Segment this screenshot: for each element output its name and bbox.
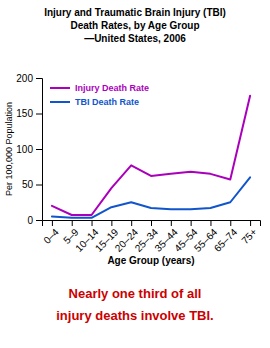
legend: Injury Death Rate TBI Death Rate [50,83,149,107]
y-tick-mark [36,185,42,186]
x-tick-mark [52,220,53,226]
x-tick-mark [171,220,172,226]
marks [52,96,250,218]
series-line [52,96,250,215]
y-tick: 100 [16,144,42,155]
y-tick-label: 150 [16,108,33,119]
y-tick: 0 [27,215,42,226]
plot: 0 50 100 150 200 0–45–910–1415–1920–2425–3435… [4,73,261,266]
x-tick-mark [230,220,231,226]
chart: Injury and Traumatic Brain Injury (TBI) D… [0,0,270,348]
title: Death Rates, by Age Group [70,20,199,31]
y-axis-line [36,79,43,221]
y-tick-label: 50 [22,179,34,190]
y-tick-label: 200 [16,73,33,84]
y-tick-mark [36,114,42,115]
x-tick-mark [151,220,152,226]
y-tick-mark [36,220,42,221]
annotation: injury deaths involve TBI. [56,308,213,323]
legend-label: Injury Death Rate [75,83,149,93]
legend-swatch [50,101,70,103]
legend-label: TBI Death Rate [75,97,139,107]
x-tick-mark [210,220,211,226]
title: Injury and Traumatic Brain Injury (TBI) [44,7,226,18]
y-tick-label: 0 [27,215,33,226]
y-tick: 150 [16,108,42,119]
y-tick-label: 100 [16,144,33,155]
y-tick: 50 [22,179,42,190]
x-axis-title: Age Group (years) [107,255,194,266]
x-tick-label: 65–74 [212,226,240,254]
legend-item: Injury Death Rate [50,83,149,93]
x-axis: 0–45–910–1415–1920–2425–3435–4445–5455–6… [41,220,260,254]
x-tick-mark [92,220,93,226]
x-tick-mark [250,220,251,226]
legend-item: TBI Death Rate [50,97,139,107]
y-axis-title: Per 100,000 Population [4,102,14,196]
x-tick-mark [111,220,112,226]
x-tick: 0–4 [41,220,61,246]
x-tick-label: 0–4 [41,226,61,246]
y-tick: 200 [16,73,42,84]
y-axis: 0 50 100 150 200 [16,73,42,226]
legend-swatch [50,87,70,89]
annotation: Nearly one third of all [69,286,202,301]
y-tick-mark [36,78,42,79]
y-tick-mark [36,149,42,150]
x-tick-mark [72,220,73,226]
series-line [52,177,250,217]
x-tick-label: 75+ [239,226,259,246]
x-tick-mark [191,220,192,226]
x-tick: 65–74 [212,220,240,254]
x-tick-mark [131,220,132,226]
x-axis-line [43,221,261,227]
title: —United States, 2006 [84,33,186,44]
x-tick: 75+ [239,220,259,246]
